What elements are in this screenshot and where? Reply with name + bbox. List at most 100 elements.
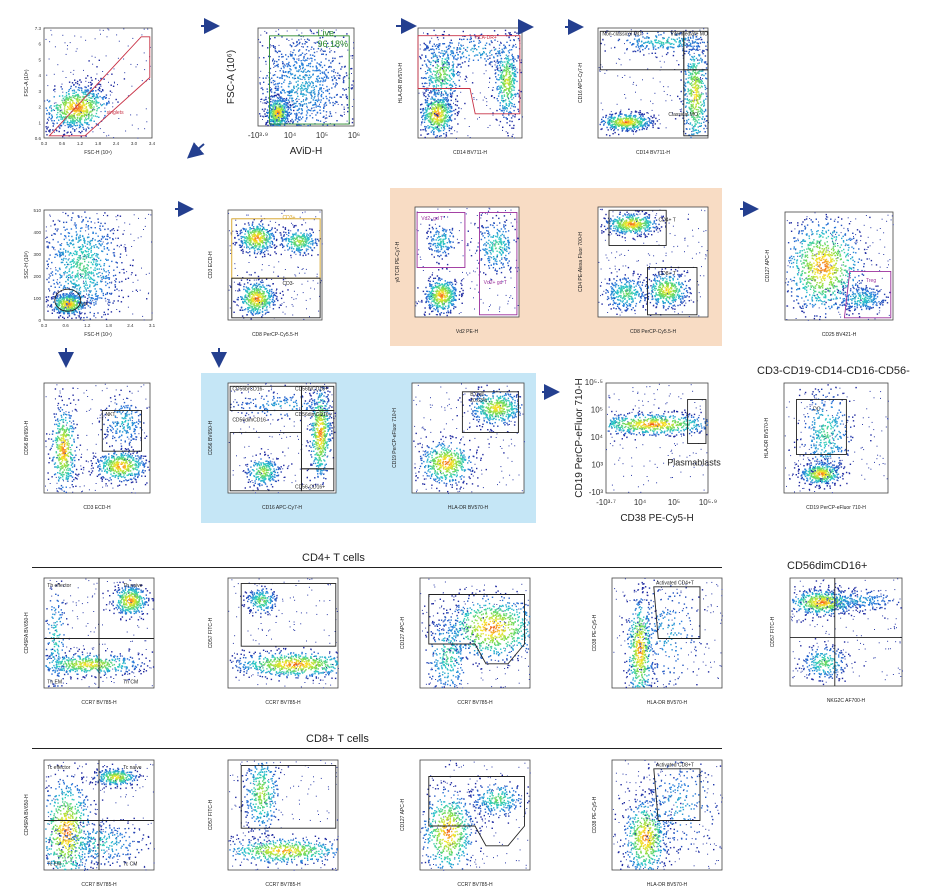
event-dot [64,121,66,124]
event-dot [127,45,129,47]
event-dot [271,96,274,98]
event-dot [696,99,698,101]
event-dot [63,117,66,119]
event-dot [424,102,427,104]
event-dot [705,92,707,94]
event-dot [46,74,48,76]
event-dot [635,131,637,133]
event-dot [294,119,297,121]
event-dot [272,74,275,77]
event-dot [97,124,99,126]
event-dot [685,105,687,107]
event-dot [702,93,704,95]
event-dot [507,96,509,99]
event-dot [49,113,51,115]
event-dot [58,126,60,128]
event-dot [459,51,461,53]
event-dot [88,115,90,118]
scatter-mono: Non-classical MO Intermediate MOClassical… [578,27,709,156]
event-dot [703,102,705,104]
event-dot [642,45,644,48]
event-dot [322,91,324,94]
event-dot [495,118,497,121]
event-dot [95,123,97,125]
event-dot [53,102,55,104]
y-tick-label: 0.6 [35,136,42,141]
event-dot [505,79,507,81]
event-dot [698,46,701,48]
event-dot [99,95,101,98]
event-dot [638,41,640,43]
event-dot [501,51,503,53]
event-dot [618,125,620,127]
event-dot [691,72,693,75]
event-dot [621,120,624,123]
event-dot [459,47,461,49]
event-dot [657,127,659,129]
event-dot [434,114,436,116]
event-dot [296,89,299,91]
event-dot [507,93,509,95]
event-dot [444,136,446,138]
event-dot [682,103,684,105]
event-dot [499,104,501,107]
event-dot [445,109,447,111]
event-dot [292,57,294,59]
event-dot [343,108,345,110]
event-dot [430,92,432,94]
event-dot [312,99,314,101]
event-dot [302,64,304,67]
event-dot [87,75,89,77]
event-dot [448,48,450,50]
event-dot [636,119,638,122]
event-dot [283,67,285,69]
event-dot [425,111,428,113]
event-dot [62,70,64,72]
event-dot [508,58,510,61]
event-dot [514,75,516,78]
event-dot [690,91,692,93]
event-dot [266,111,268,114]
event-dot [304,120,307,122]
event-dot [444,107,447,109]
event-dot [500,60,502,62]
event-dot [445,77,447,80]
event-dot [449,119,451,121]
event-dot [71,114,73,116]
event-dot [325,104,328,106]
event-dot [67,124,70,126]
event-dot [460,91,462,93]
event-dot [500,57,503,60]
event-dot [323,107,325,109]
event-dot [603,123,605,125]
event-dot [689,66,691,68]
event-dot [703,61,706,63]
event-dot [299,103,301,105]
event-dot [512,105,515,108]
event-dot [601,118,603,121]
event-dot [667,86,669,88]
event-dot [637,117,639,120]
event-dot [692,133,694,136]
event-dot [434,98,436,100]
event-dot [508,83,510,85]
event-dot [319,37,321,39]
event-dot [693,133,695,135]
event-dot [73,97,76,99]
event-dot [700,93,703,96]
event-dot [515,70,517,72]
x-tick-label: -10³·⁹ [248,131,268,140]
event-dot [505,69,507,72]
event-dot [287,63,289,65]
event-dot [273,109,275,111]
event-dot [684,53,686,55]
event-dot [708,122,709,124]
event-dot [296,97,298,100]
event-dot [295,66,297,69]
event-dot [437,65,440,67]
event-dot [345,88,347,90]
event-dot [493,56,495,58]
event-dot [425,77,427,80]
event-dot [65,92,68,94]
event-dot [510,93,513,95]
